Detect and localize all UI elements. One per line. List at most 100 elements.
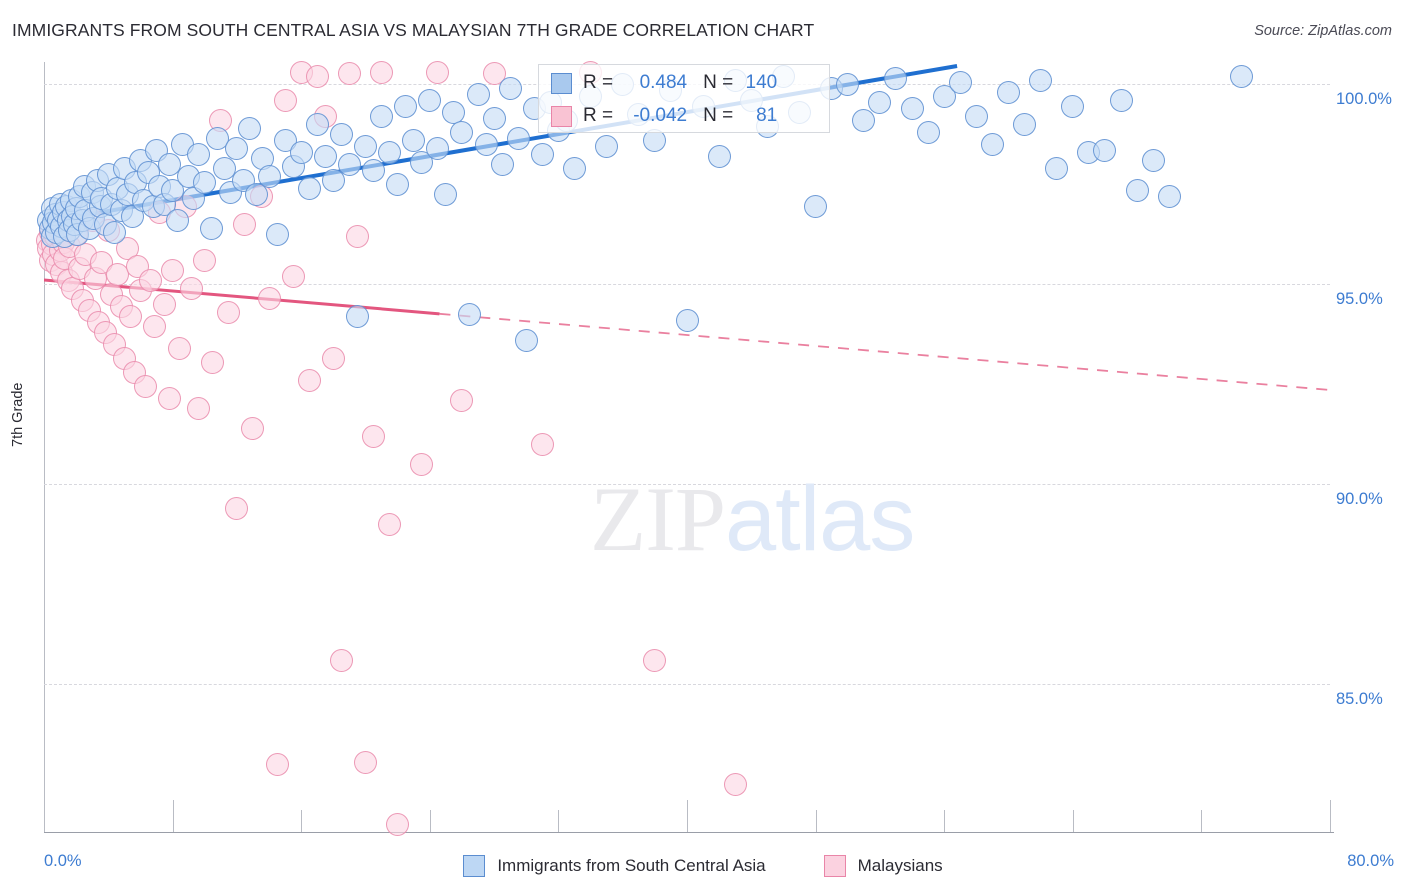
stats-legend: R = 0.484 N = 140 R = -0.042 N = 81 [538, 64, 830, 133]
scatter-point [595, 134, 619, 158]
scatter-point [289, 140, 313, 164]
scatter-point [884, 66, 908, 90]
scatter-point [217, 300, 241, 324]
scatter-point [138, 268, 162, 292]
series2-r-label: R = [583, 105, 614, 126]
series1-n-label: N = [703, 72, 734, 93]
scatter-point [530, 432, 554, 456]
scatter-point [119, 304, 143, 328]
x-axis-tick [429, 810, 431, 832]
watermark: ZIPatlas [590, 466, 915, 572]
scatter-point [964, 104, 988, 128]
stats-row-series1: R = 0.484 N = 140 [539, 66, 831, 100]
y-axis-title: 7th Grade [10, 382, 26, 448]
series1-n-value: 140 [745, 72, 778, 93]
scatter-point [265, 752, 289, 776]
scatter-point [193, 248, 217, 272]
y-axis-tick-label: 100.0% [1336, 90, 1392, 108]
x-axis-tick [1330, 800, 1331, 832]
scatter-point [482, 106, 506, 130]
scatter-point [426, 60, 450, 84]
scatter-point [394, 94, 418, 118]
y-axis-line [44, 62, 45, 832]
chart-legend: Immigrants from South Central Asia Malay… [0, 848, 1406, 884]
scatter-point [1029, 68, 1053, 92]
scatter-point [916, 120, 940, 144]
scatter-point [238, 116, 262, 140]
gridline [44, 484, 1330, 485]
scatter-point [362, 424, 386, 448]
scatter-point [1109, 88, 1133, 112]
y-axis-tick-label: 90.0% [1336, 490, 1383, 508]
scatter-point [370, 104, 394, 128]
x-axis-label-max: 80.0% [1347, 852, 1394, 870]
scatter-point [402, 128, 426, 152]
scatter-point [354, 134, 377, 158]
scatter-point [482, 62, 506, 86]
scatter-point [212, 156, 236, 180]
scatter-point [362, 158, 386, 182]
legend-item-malaysians[interactable]: Malaysians [823, 855, 943, 877]
scatter-point [1141, 148, 1165, 172]
scatter-point [868, 90, 892, 114]
scatter-point [386, 172, 410, 196]
scatter-point [257, 164, 281, 188]
scatter-point [225, 496, 249, 520]
scatter-point [378, 140, 402, 164]
scatter-point [157, 152, 181, 176]
scatter-point [337, 62, 361, 86]
series1-r-value: 0.484 [639, 72, 688, 93]
scatter-point [426, 136, 450, 160]
scatter-point [562, 156, 586, 180]
y-axis-tick-label: 95.0% [1336, 290, 1383, 308]
scatter-point [153, 292, 177, 316]
scatter-point [506, 126, 530, 150]
scatter-point [836, 72, 860, 96]
gridline [44, 684, 1330, 685]
scatter-point [378, 512, 402, 536]
scatter-point [723, 772, 747, 796]
series1-r-label: R = [583, 72, 614, 93]
scatter-point [329, 122, 353, 146]
scatter-point [165, 208, 189, 232]
series2-n-label: N = [703, 105, 734, 126]
scatter-point [1093, 138, 1117, 162]
scatter-point [386, 812, 410, 836]
scatter-point [410, 150, 434, 174]
x-axis-tick [44, 810, 45, 832]
scatter-point [932, 84, 956, 108]
scatter-point [321, 346, 345, 370]
legend-label-malaysians: Malaysians [857, 856, 943, 875]
scatter-point [297, 368, 321, 392]
scatter-point [180, 276, 204, 300]
legend-label-immigrants: Immigrants from South Central Asia [497, 856, 766, 875]
scatter-point [675, 308, 699, 332]
scatter-point [474, 132, 498, 156]
scatter-point [161, 258, 185, 282]
scatter-point [225, 136, 249, 160]
scatter-point [852, 108, 876, 132]
stats-row-series2: R = -0.042 N = 81 [539, 99, 831, 133]
plot-area: ZIPatlas [35, 60, 1330, 836]
x-axis-tick [944, 810, 946, 832]
scatter-point [337, 152, 361, 176]
scatter-point [948, 70, 972, 94]
series2-n-value: 81 [756, 105, 778, 126]
scatter-point [707, 144, 731, 168]
scatter-point [1045, 156, 1069, 180]
series2-r-value: -0.042 [633, 105, 688, 126]
legend-item-immigrants[interactable]: Immigrants from South Central Asia [463, 855, 766, 877]
x-axis-tick [301, 810, 303, 832]
x-axis-tick [172, 800, 174, 832]
scatter-point [273, 88, 297, 112]
scatter-point [490, 152, 514, 176]
scatter-point [305, 112, 329, 136]
scatter-point [186, 142, 210, 166]
scatter-point [900, 96, 924, 120]
scatter-point [206, 126, 230, 150]
scatter-point [643, 648, 667, 672]
scatter-point [167, 336, 191, 360]
page-title: IMMIGRANTS FROM SOUTH CENTRAL ASIA VS MA… [12, 20, 815, 40]
scatter-point [305, 64, 329, 88]
